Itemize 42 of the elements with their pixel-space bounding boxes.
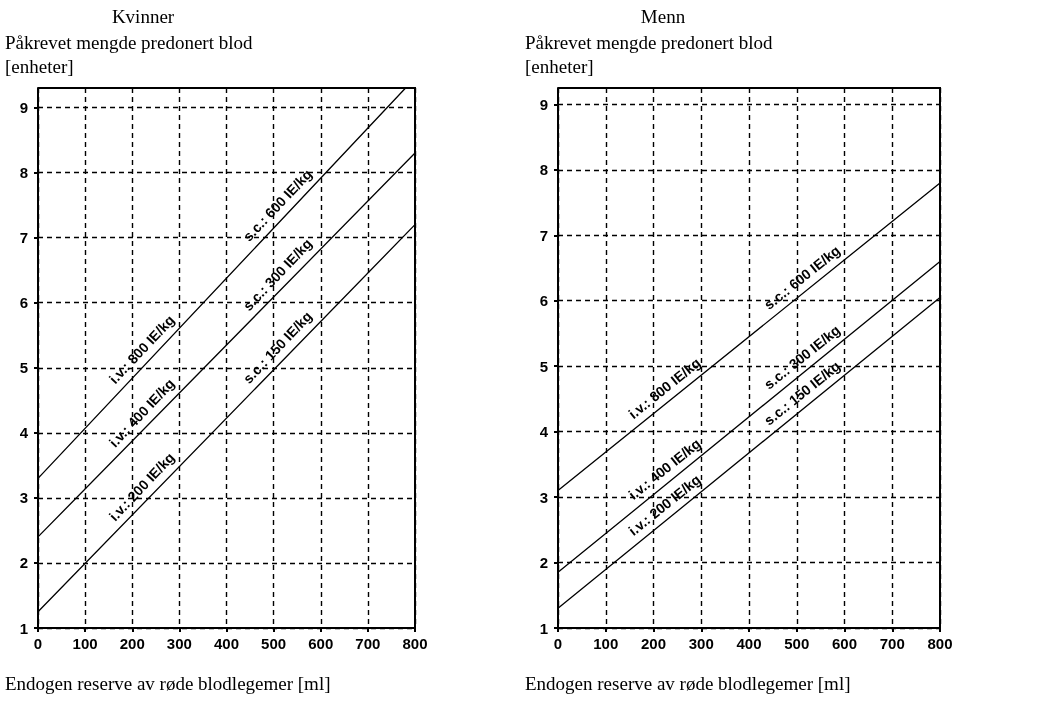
y-tick-label: 9: [19, 99, 28, 117]
x-tick-label: 200: [119, 635, 145, 652]
y-tick-label: 3: [539, 488, 548, 506]
y-tick-label: 4: [539, 423, 549, 441]
x-tick-label: 800: [927, 635, 953, 652]
y-tick-label: 9: [539, 95, 548, 113]
x-tick-label: 100: [72, 635, 98, 652]
y-tick-label: 8: [539, 161, 548, 179]
x-tick-label: 500: [784, 635, 810, 652]
y-tick-label: 2: [19, 554, 28, 572]
y-tick-label: 5: [19, 359, 28, 377]
x-axis-title: Endogen reserve av røde blodlegemer [ml]: [525, 673, 851, 694]
y-tick-label: 2: [539, 554, 548, 572]
x-tick-label: 0: [33, 635, 43, 652]
x-tick-label: 800: [402, 635, 428, 652]
x-tick-label: 600: [308, 635, 334, 652]
y-tick-label: 1: [539, 619, 548, 637]
chart-title: Kvinner: [111, 6, 175, 27]
x-tick-label: 700: [355, 635, 381, 652]
y-tick-label: 6: [19, 294, 28, 312]
y-tick-label: 5: [539, 357, 548, 375]
x-tick-label: 300: [688, 635, 714, 652]
y-axis-title: Påkrevet mengde predonert blod [enheter]: [525, 31, 778, 77]
y-axis-title: Påkrevet mengde predonert blod [enheter]: [5, 31, 258, 77]
y-tick-label: 8: [19, 164, 28, 182]
x-axis-title: Endogen reserve av røde blodlegemer [ml]: [5, 673, 331, 694]
x-tick-label: 600: [831, 635, 858, 652]
y-tick-label: 6: [539, 292, 548, 310]
x-tick-label: 100: [593, 635, 619, 652]
x-tick-label: 500: [261, 635, 287, 652]
x-tick-label: 400: [213, 635, 240, 652]
x-tick-label: 300: [166, 635, 192, 652]
x-tick-label: 0: [553, 635, 563, 652]
y-tick-label: 1: [19, 619, 28, 637]
y-tick-label: 3: [19, 489, 28, 507]
y-tick-label: 7: [539, 226, 548, 244]
x-tick-label: 200: [640, 635, 667, 652]
chart-title: Menn: [640, 6, 686, 27]
y-tick-label: 4: [19, 424, 29, 442]
x-tick-label: 400: [736, 635, 762, 652]
x-tick-label: 700: [879, 635, 905, 652]
y-tick-label: 7: [19, 229, 28, 247]
